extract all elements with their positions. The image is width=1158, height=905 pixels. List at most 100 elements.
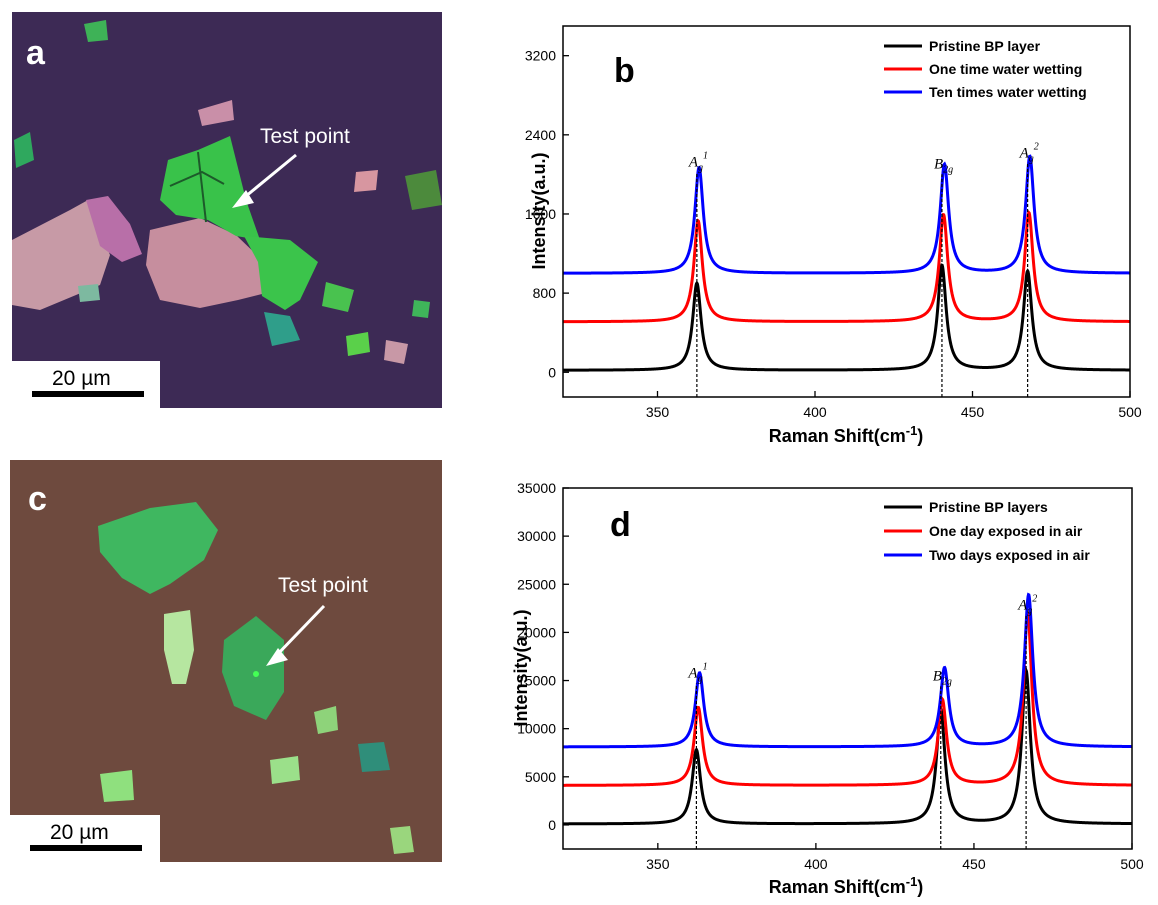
flake-c-small-1 — [314, 706, 338, 734]
flake-green-small-4 — [322, 282, 354, 312]
flake-pink-small-2 — [198, 100, 234, 126]
test-point-arrowhead-c — [266, 648, 288, 666]
x-tick-label-d: 450 — [962, 856, 986, 872]
y-tick-label-d: 5000 — [525, 769, 556, 785]
y-tick-label-d: 30000 — [517, 528, 556, 544]
panel-letter-c: c — [28, 480, 47, 518]
legend-label-b-2: Ten times water wetting — [929, 84, 1087, 100]
micrograph-a — [12, 12, 442, 408]
peak-label-b-2: Ag2 — [1019, 141, 1039, 164]
flake-green-tail — [244, 236, 318, 310]
x-tick-label-d: 350 — [646, 856, 670, 872]
series-line-b-1 — [563, 209, 1130, 324]
peak-labels-b: Ag1 B2g Ag2 — [688, 141, 1039, 175]
y-tick-label-d: 15000 — [517, 673, 556, 689]
flake-crack — [169, 170, 225, 187]
flake-c-small-2 — [358, 742, 390, 772]
flake-c-small-5 — [390, 826, 414, 854]
flake-c-large — [98, 502, 218, 594]
flake-pink-small-1 — [354, 170, 378, 192]
x-tick-label-b: 400 — [803, 404, 827, 420]
x-tick-label-d: 400 — [804, 856, 828, 872]
peak-label-d-0: Ag1 — [687, 662, 707, 685]
test-point-label-c: Test point — [278, 574, 368, 597]
legend-label-d-1: One day exposed in air — [929, 523, 1083, 539]
scale-bar-label-c: 20 µm — [50, 821, 109, 844]
legend-label-d-0: Pristine BP layers — [929, 499, 1048, 515]
x-tick-label-d: 500 — [1120, 856, 1144, 872]
flake-pink-center — [146, 218, 270, 308]
plot-frame-d — [562, 487, 1133, 850]
peak-label-b-1: B2g — [934, 156, 953, 175]
x-tick-label-b: 350 — [646, 404, 670, 420]
scale-bar-box-c — [10, 815, 160, 862]
x-axis-title-d: Raman Shift(cm-1) — [769, 874, 924, 897]
y-tick-label-b: 3200 — [525, 48, 556, 64]
ticks-d: 350 400 450 5000500010000150002000025000300… — [517, 480, 1144, 872]
test-point-arrow-a — [239, 153, 297, 203]
peak-lines-d — [695, 615, 1027, 849]
legend-d: Pristine BP layers One day exposed in air… — [884, 499, 1090, 563]
plot-frame-b — [562, 25, 1131, 398]
y-tick-label-b: 2400 — [525, 127, 556, 143]
ticks-b: 350 400 450 500 0 800 1600 2400 3200 — [525, 48, 1142, 420]
scale-bar-a — [32, 391, 144, 397]
legend-b: Pristine BP layer One time water wetting T… — [884, 38, 1087, 100]
peak-lines-b — [696, 163, 1029, 397]
flake-green-small-5 — [346, 332, 370, 356]
y-axis-title-d: Intensity(a.u.) — [511, 609, 531, 726]
test-point-arrow-c — [272, 604, 326, 660]
y-axis-title-b: Intensity(a.u.) — [529, 152, 549, 269]
peak-label-d-1: B2g — [933, 668, 952, 687]
y-tick-label-d: 0 — [548, 817, 556, 833]
series-group-b — [563, 154, 1130, 372]
y-tick-label-d: 25000 — [517, 576, 556, 592]
flake-tiny-1 — [78, 284, 100, 302]
y-tick-label-b: 800 — [533, 285, 557, 301]
flake-pink-small-3 — [384, 340, 408, 364]
peak-label-d-2: Ag2 — [1017, 593, 1037, 616]
series-line-b-2 — [563, 154, 1130, 275]
peak-label-b-0: Ag1 — [688, 150, 708, 173]
y-tick-label-b: 0 — [548, 364, 556, 380]
y-tick-label-d: 10000 — [517, 721, 556, 737]
y-tick-label-d: 35000 — [517, 480, 556, 496]
legend-label-b-1: One time water wetting — [929, 61, 1082, 77]
flake-c-strip — [164, 610, 194, 684]
series-line-d-2 — [563, 592, 1132, 749]
scale-bar-c — [30, 845, 142, 851]
scale-bar-box-a — [12, 361, 160, 408]
panel-letter-b: b — [614, 52, 635, 90]
legend-label-b-0: Pristine BP layer — [929, 38, 1041, 54]
flake-crack-2 — [197, 151, 207, 223]
panel-letter-a: a — [26, 34, 46, 72]
x-axis-title-b: Raman Shift(cm-1) — [769, 423, 924, 446]
flake-c-small-3 — [270, 756, 300, 784]
y-tick-label-d: 20000 — [517, 624, 556, 640]
flake-green-top — [84, 20, 108, 42]
flake-tiny-2 — [412, 300, 430, 318]
raman-chart-b: 350 400 450 500 0 800 1600 2400 3200 b Raman Shi… — [525, 25, 1142, 446]
flake-green-main — [160, 136, 260, 240]
micrograph-c — [10, 460, 442, 862]
scale-bar-label-a: 20 µm — [52, 367, 111, 390]
flake-pink-large — [12, 200, 110, 310]
panel-letter-d: d — [610, 506, 631, 544]
series-line-b-0 — [563, 263, 1130, 372]
test-point-arrowhead-a — [232, 190, 254, 208]
flake-c-test — [222, 616, 284, 720]
series-line-d-1 — [563, 608, 1132, 787]
test-point-marker-c — [253, 671, 259, 677]
raman-chart-d: 350 400 450 5000500010000150002000025000300… — [511, 480, 1144, 897]
x-tick-label-b: 450 — [961, 404, 985, 420]
series-line-d-0 — [563, 666, 1132, 826]
legend-label-d-2: Two days exposed in air — [929, 547, 1090, 563]
flake-magenta — [86, 196, 142, 262]
test-point-label-a: Test point — [260, 125, 350, 148]
series-group-d — [563, 592, 1132, 826]
peak-labels-d: Ag1 B2g Ag2 — [687, 593, 1037, 687]
flake-green-small-3 — [264, 312, 300, 346]
x-tick-label-b: 500 — [1118, 404, 1142, 420]
flake-c-small-4 — [100, 770, 134, 802]
